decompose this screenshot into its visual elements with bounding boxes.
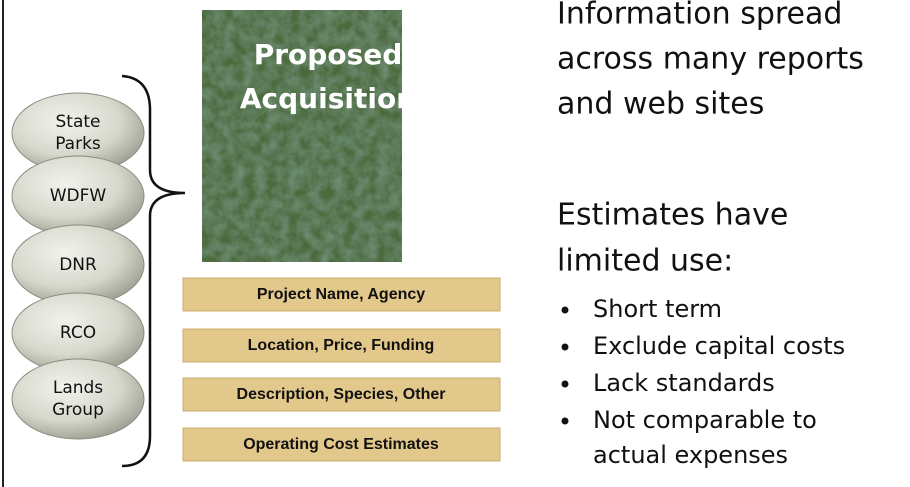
- bullet-dot: [562, 307, 569, 314]
- bullet-dot: [562, 344, 569, 351]
- bullet-dot: [562, 381, 569, 388]
- bullet-text: Lack standards: [593, 369, 775, 397]
- field-label: Description, Species, Other: [237, 386, 446, 403]
- note-line: Information spread: [557, 0, 842, 32]
- agency-label: RCO: [60, 323, 96, 343]
- agency-label: DNR: [59, 255, 97, 275]
- bullet-text: Short term: [593, 295, 722, 323]
- bullet-dot: [562, 418, 569, 425]
- note-line: limited use:: [557, 244, 733, 279]
- bullet-text: actual expenses: [593, 441, 788, 469]
- agency-label: Lands: [53, 378, 103, 398]
- bullet-text: Exclude capital costs: [593, 332, 845, 360]
- field-label: Project Name, Agency: [257, 286, 425, 303]
- bullet-text: Not comparable to: [593, 406, 817, 434]
- note-line: and web sites: [557, 87, 764, 122]
- field-label: Location, Price, Funding: [248, 337, 435, 354]
- note-line: across many reports: [557, 42, 864, 77]
- page: {"image": {"title_lines": ["Proposed", "…: [0, 0, 910, 487]
- field-label: Operating Cost Estimates: [243, 436, 439, 453]
- agency-ellipse: [12, 359, 144, 439]
- note-line: Estimates have: [557, 198, 788, 233]
- agency-label: Parks: [55, 134, 101, 154]
- agency-label: Group: [52, 400, 104, 420]
- agency-label: State: [56, 112, 101, 132]
- agency-label: WDFW: [50, 186, 107, 206]
- image-title: Proposed: [254, 38, 403, 71]
- slide: Proposed Acquisition StateParks WDFW DNR RCO L…: [0, 0, 910, 487]
- image-title: Acquisition: [240, 82, 416, 115]
